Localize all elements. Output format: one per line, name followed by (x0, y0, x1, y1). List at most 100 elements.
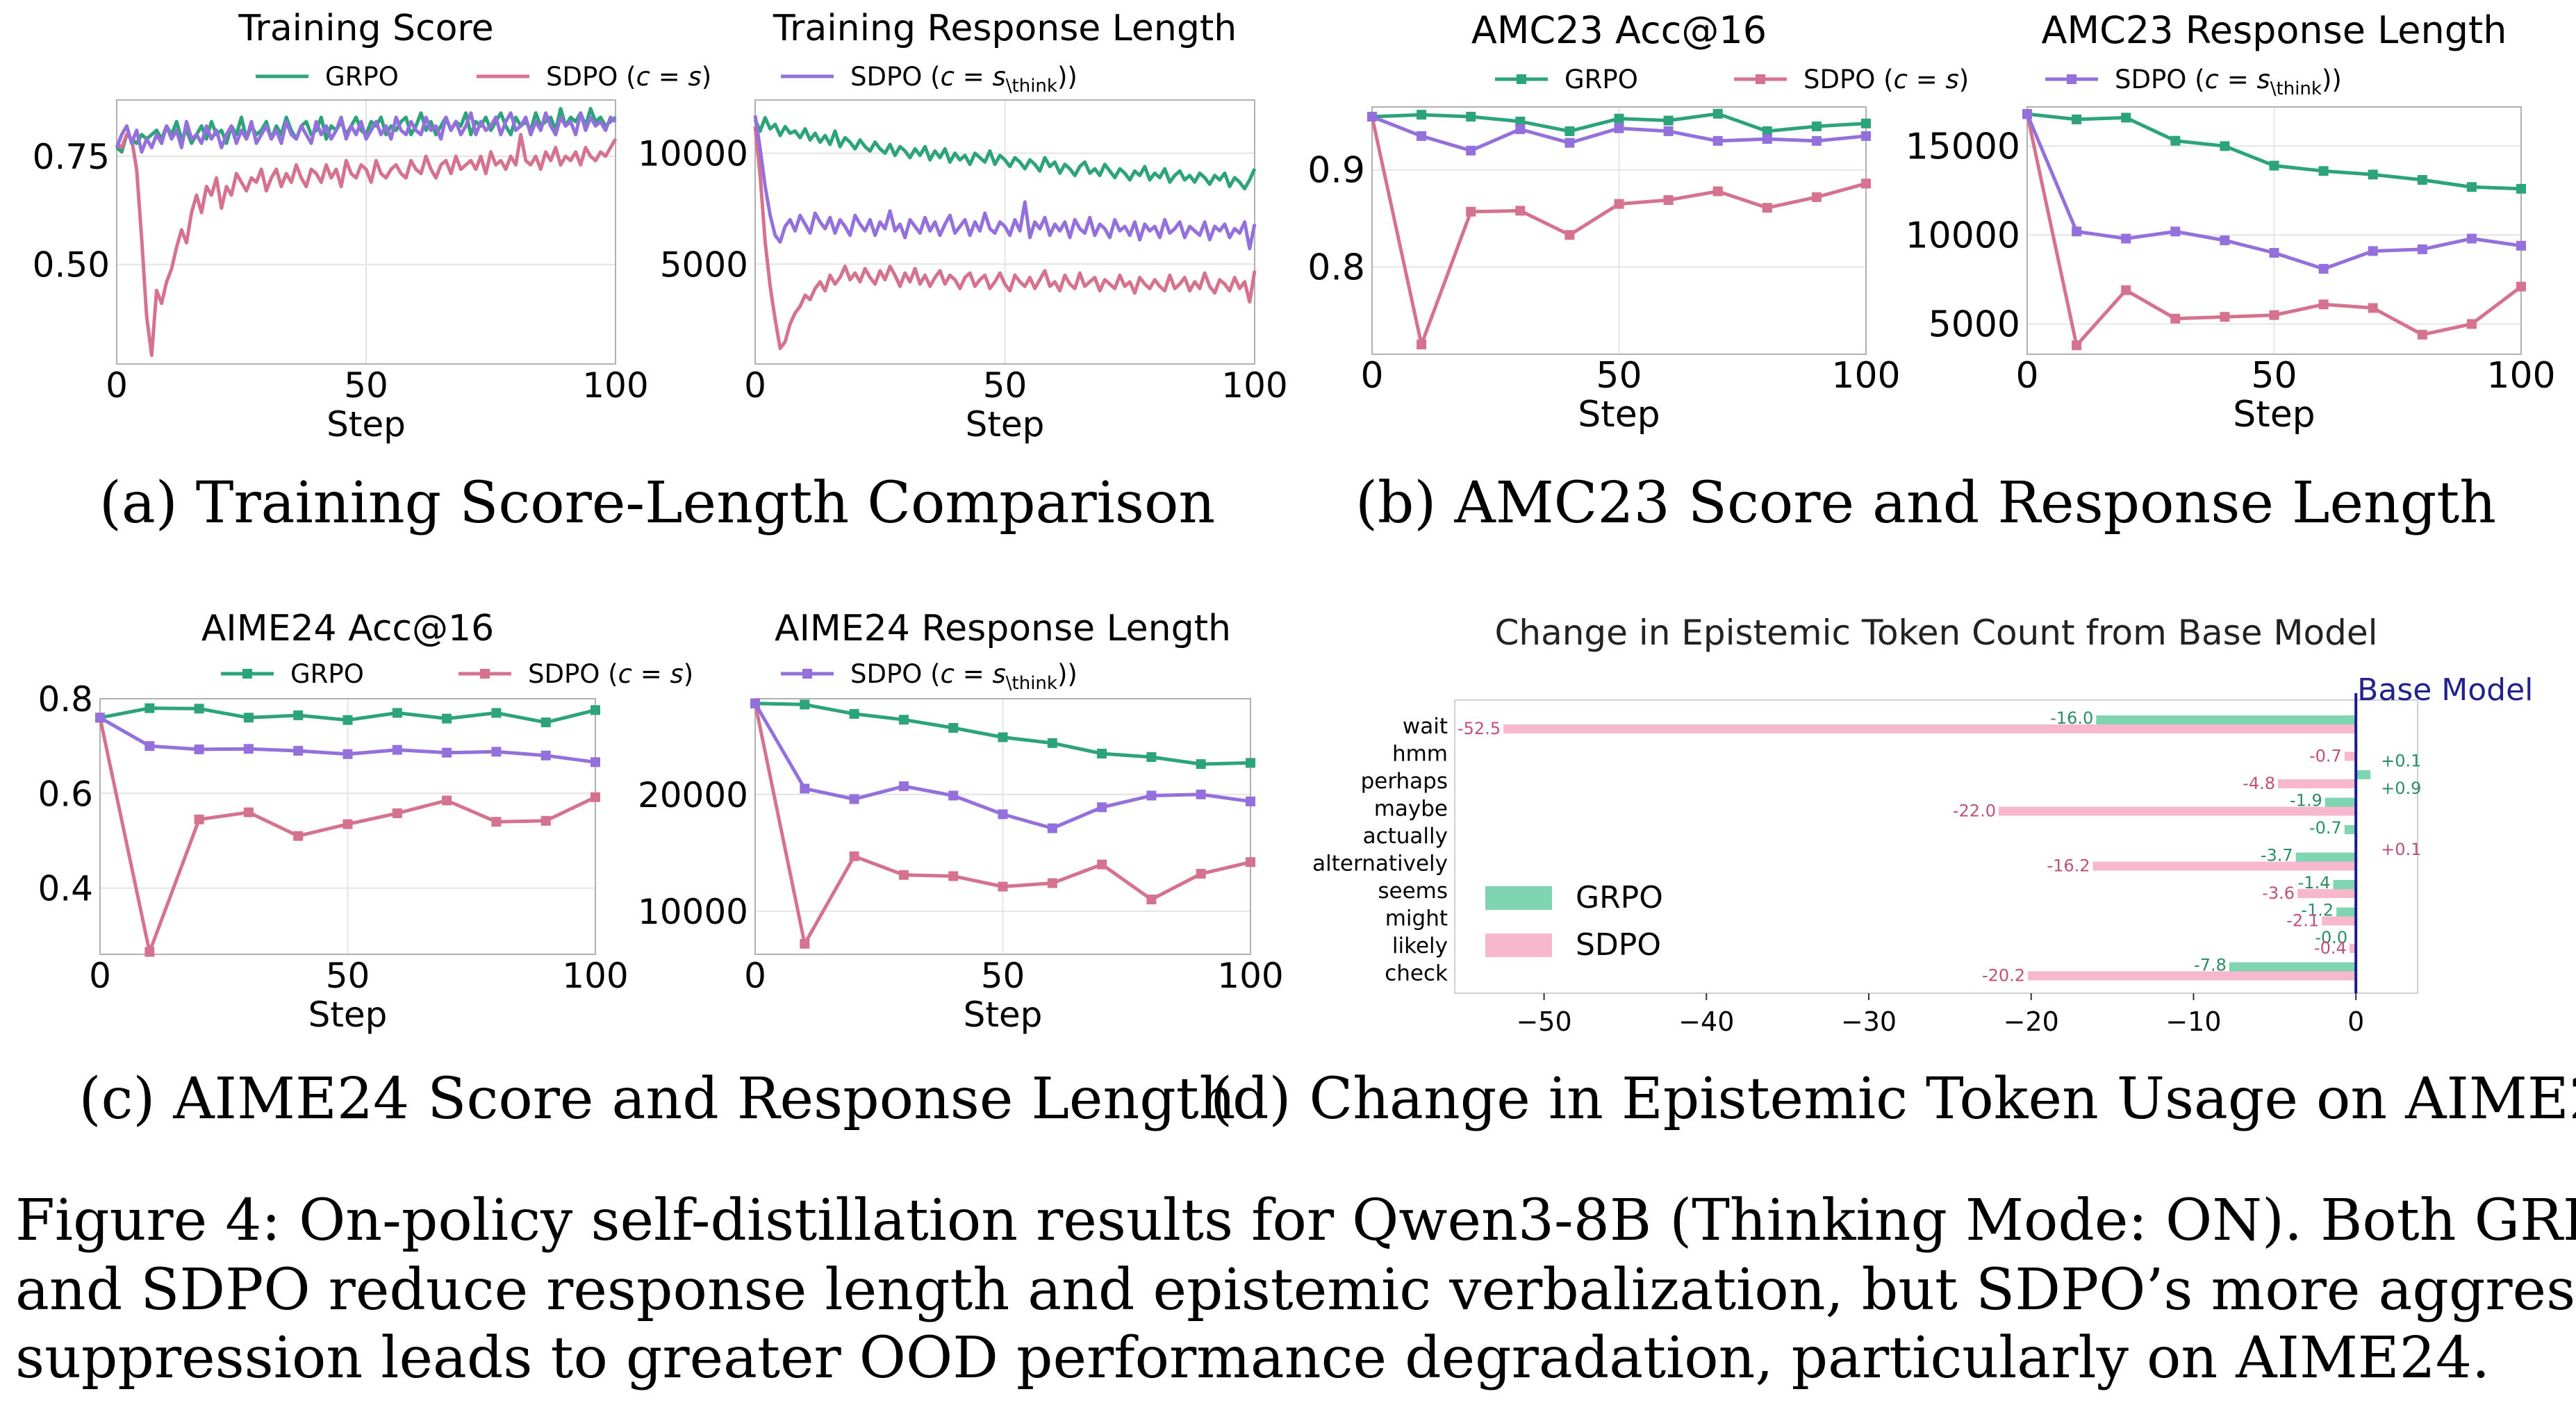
bar-value-label: -0.0 (2315, 928, 2347, 947)
data-point-grpo (2417, 175, 2427, 185)
data-point-grpo (2170, 135, 2181, 146)
x-tick-label: −30 (1841, 1006, 1897, 1037)
category-label: actually (1363, 824, 1448, 849)
data-point-grpo (1246, 758, 1255, 768)
data-point-sdpo_think (1663, 126, 1674, 136)
legend-label: GRPO (325, 62, 399, 92)
data-point-sdpo_think (243, 744, 254, 754)
data-point-sdpo_think (2121, 233, 2131, 244)
data-point-sdpo (1712, 186, 1723, 197)
data-point-grpo (1097, 748, 1107, 758)
x-tick-label: −40 (1678, 1006, 1734, 1037)
bar-sdpo (2277, 779, 2356, 788)
data-point-grpo (194, 704, 204, 714)
data-point-sdpo (849, 851, 859, 861)
x-tick-label: 50 (344, 365, 388, 406)
data-point-sdpo (2417, 329, 2427, 340)
data-point-grpo (243, 713, 254, 723)
x-tick-label: 0 (2015, 355, 2038, 397)
legend-item-grpo: GRPO (221, 659, 364, 689)
data-point-grpo (1614, 113, 1624, 124)
bar-sdpo (2322, 916, 2356, 926)
bar-sdpo (1503, 724, 2356, 733)
series-line-grpo (753, 116, 1257, 191)
legend-item-sdpo: SDPO (c = s) (459, 659, 693, 689)
series-line-sdpo_think (753, 115, 1257, 251)
caption-line-3: suppression leads to greater OOD perform… (15, 1325, 2491, 1391)
bar-value-label: -16.2 (2047, 856, 2090, 876)
data-point-sdpo_think (1047, 823, 1057, 833)
chart-train_score: 0 50 100 0.50 0.75 Step Training Score (33, 8, 649, 445)
bar-value-label: -0.4 (2314, 938, 2347, 958)
x-tick-label: −10 (2165, 1006, 2221, 1037)
y-tick-label: 15000 (1906, 126, 2020, 167)
x-tick-label: 50 (1596, 355, 1642, 397)
y-tick-label: 10000 (638, 892, 748, 932)
data-point-grpo (2121, 113, 2131, 123)
legend-label: GRPO (1576, 880, 1663, 915)
y-tick-label: 0.9 (1307, 150, 1365, 192)
x-axis-label: Step (308, 995, 388, 1035)
data-point-grpo (591, 705, 600, 715)
subcaption-d: (d) Change in Epistemic Token Usage on A… (1210, 1066, 2576, 1132)
data-point-grpo (849, 708, 859, 719)
data-point-sdpo (998, 881, 1008, 892)
x-tick-label: 0 (744, 956, 766, 996)
data-point-sdpo (1515, 206, 1526, 216)
category-label: might (1385, 906, 1448, 931)
data-point-sdpo (800, 938, 810, 949)
data-point-sdpo (293, 831, 304, 841)
data-point-grpo (1047, 738, 1057, 748)
data-point-sdpo_think (194, 744, 204, 754)
data-point-sdpo (2121, 285, 2131, 295)
data-point-grpo (1663, 115, 1674, 126)
category-label: maybe (1374, 797, 1448, 822)
data-point-sdpo (1047, 878, 1057, 888)
data-point-sdpo_think (1712, 135, 1723, 146)
plot-frame (99, 698, 596, 955)
bar-sdpo (2092, 861, 2356, 871)
data-point-grpo (800, 699, 810, 710)
bar-value-label: -0.7 (2309, 818, 2342, 838)
x-tick-label: −20 (2004, 1006, 2059, 1037)
x-tick-label: 50 (983, 365, 1027, 406)
data-point-sdpo_think (2269, 248, 2279, 258)
data-point-sdpo_think (2220, 235, 2230, 246)
data-point-sdpo_think (491, 747, 502, 757)
data-point-grpo (2516, 183, 2526, 194)
x-tick-label: 50 (326, 956, 370, 996)
legend-item-sdpo_think: SDPO (c = s\think)) (781, 62, 1078, 97)
data-point-sdpo (2072, 340, 2082, 351)
x-axis-label: Step (1578, 394, 1660, 435)
chart-title: AMC23 Response Length (2042, 8, 2507, 52)
data-point-sdpo_think (1762, 134, 1772, 144)
data-point-grpo (1861, 118, 1871, 128)
legend-marker (2067, 74, 2077, 84)
data-point-sdpo_think (392, 745, 402, 755)
category-label: alternatively (1312, 852, 1448, 877)
data-point-sdpo_think (2170, 226, 2181, 237)
data-point-sdpo (1466, 206, 1476, 217)
legend-label: GRPO (1564, 65, 1638, 94)
x-tick-label: 0 (89, 956, 111, 996)
bar-legend: GRPO SDPO (1485, 880, 1663, 963)
bar-sdpo (1998, 806, 2356, 816)
data-point-sdpo_think (1564, 138, 1575, 148)
plot-frame (754, 698, 1251, 955)
data-point-sdpo_think (1811, 135, 1822, 146)
data-point-sdpo_think (750, 698, 760, 708)
data-point-sdpo_think (2318, 264, 2329, 274)
data-point-sdpo_think (1196, 789, 1206, 799)
category-label: perhaps (1361, 769, 1448, 794)
data-point-grpo (1417, 110, 1427, 120)
data-point-sdpo_think (145, 741, 155, 752)
data-point-grpo (540, 717, 551, 728)
data-point-sdpo (591, 792, 600, 802)
data-point-grpo (1811, 121, 1822, 131)
data-point-grpo (293, 710, 304, 720)
plot-frame (2026, 106, 2522, 355)
legend-label: SDPO (c = s\think)) (850, 62, 1078, 97)
data-point-grpo (2220, 141, 2230, 151)
x-tick-label: 0 (744, 365, 766, 406)
data-point-sdpo_think (1146, 790, 1157, 801)
